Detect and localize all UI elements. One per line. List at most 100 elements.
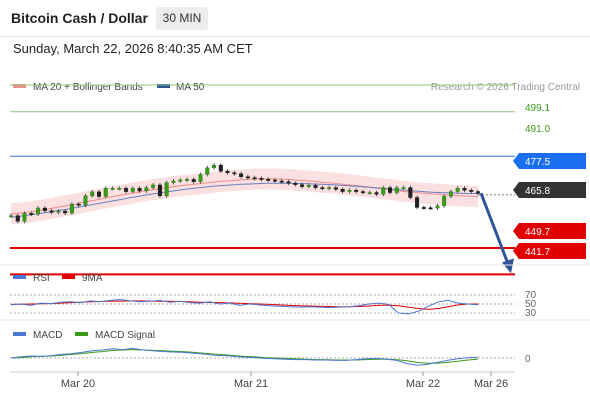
candle-body (286, 181, 291, 184)
rsi-panel (10, 294, 515, 315)
rsi-level-70: 70 (525, 290, 537, 301)
ma20-legend-swatch (13, 84, 26, 88)
candle-body (320, 187, 325, 190)
level-labels: 499.1 491.0 477.5 465.8 449.7 441.7 (513, 103, 586, 259)
candle-body (367, 192, 372, 194)
candle-body (347, 190, 352, 192)
candle-body (22, 213, 27, 222)
forecast-arrow-shaft (479, 192, 511, 267)
candle-body (252, 177, 257, 180)
macd-line (10, 347, 479, 366)
candle-body (340, 189, 345, 192)
rsi-ma-line (10, 300, 478, 310)
ma50-line (10, 182, 478, 218)
candle-body (442, 195, 447, 206)
candle-body (83, 195, 88, 206)
candle-body (69, 203, 74, 214)
candle-body (469, 190, 474, 192)
candle-body (76, 203, 81, 206)
credit-text: Research © 2026 Trading Central (431, 82, 580, 93)
rsi-legend-swatch (13, 275, 26, 279)
candle-body (218, 164, 223, 172)
candle-body (191, 179, 196, 182)
level-label-491: 491.0 (525, 124, 550, 135)
candle-body (327, 187, 332, 190)
candle-body (313, 185, 318, 188)
candle-body (178, 179, 183, 182)
forecast-arrow-head (502, 258, 514, 274)
candle-body (56, 210, 61, 213)
candle-body (103, 188, 108, 197)
candle-body (381, 187, 386, 195)
macd-signal-line (10, 349, 479, 364)
candle-body (259, 178, 264, 180)
candle-body (137, 188, 142, 192)
candle-body (421, 207, 426, 209)
candle-body (225, 170, 230, 173)
level-label-465: 465.8 (525, 186, 550, 197)
candle-body (96, 191, 101, 197)
macd-signal-legend-label: MACD Signal (95, 330, 155, 341)
rsi-legend-label: RSI (33, 273, 50, 284)
candle-body (455, 188, 460, 192)
candle-body (374, 192, 379, 195)
last-price-tag (513, 182, 586, 198)
candle-body (144, 187, 149, 192)
ma20-legend-label: MA 20 + Bollinger Bands (33, 82, 143, 93)
level-label-477: 477.5 (525, 157, 550, 168)
candle-body (198, 174, 203, 182)
candle-body (388, 187, 393, 193)
candle-body (130, 188, 135, 192)
candle-body (293, 183, 298, 185)
candle-body (90, 191, 95, 197)
level-label-449: 449.7 (525, 227, 550, 238)
ma50-legend-label: MA 50 (176, 82, 205, 93)
candle-body (164, 182, 169, 197)
x-tick-label: Mar 22 (406, 378, 440, 390)
candle-body (8, 215, 13, 218)
candle-body (63, 210, 68, 214)
x-tick-label: Mar 21 (234, 378, 268, 390)
candle-body (360, 191, 365, 193)
support-tag-1 (513, 223, 586, 239)
candle-body (394, 187, 399, 193)
macd-panel (10, 347, 515, 366)
candle-body (151, 184, 156, 188)
macd-signal-legend-swatch (75, 332, 88, 336)
rsi-line (10, 298, 479, 315)
candle-body (36, 207, 41, 215)
timeframe-button[interactable]: 30 MIN (156, 7, 208, 30)
candle-body (435, 205, 440, 209)
level-label-499: 499.1 (525, 103, 550, 114)
candle-body (462, 188, 467, 191)
candle-body (124, 188, 129, 192)
candle-body (448, 191, 453, 197)
macd-legend-swatch (13, 332, 26, 336)
rsi-ma-legend-label: 9MA (82, 273, 103, 284)
x-axis: Mar 20 Mar 21 Mar 22 Mar 26 (61, 372, 508, 390)
candle-body (266, 179, 271, 181)
price-panel (8, 84, 515, 276)
candle-body (184, 179, 189, 181)
candle-body (157, 184, 162, 197)
macd-level-0: 0 (525, 354, 531, 365)
candle-body (171, 180, 176, 183)
candle-body (212, 164, 217, 169)
macd-legend-label: MACD (33, 330, 62, 341)
candle-body (117, 188, 122, 190)
candle-body (232, 172, 237, 175)
x-tick-label: Mar 26 (474, 378, 508, 390)
candle-body (408, 187, 413, 198)
support-tag-2 (513, 243, 586, 259)
level-label-441: 441.7 (525, 247, 550, 258)
candle-body (300, 184, 305, 187)
rsi-level-30: 30 (525, 308, 537, 319)
x-tick-label: Mar 20 (61, 378, 95, 390)
candle-body (306, 185, 311, 187)
candle-body (333, 187, 338, 190)
candle-body (476, 191, 481, 194)
rsi-ma-legend-swatch (62, 275, 75, 279)
rsi-level-50: 50 (525, 299, 537, 310)
candle-body (239, 173, 244, 177)
